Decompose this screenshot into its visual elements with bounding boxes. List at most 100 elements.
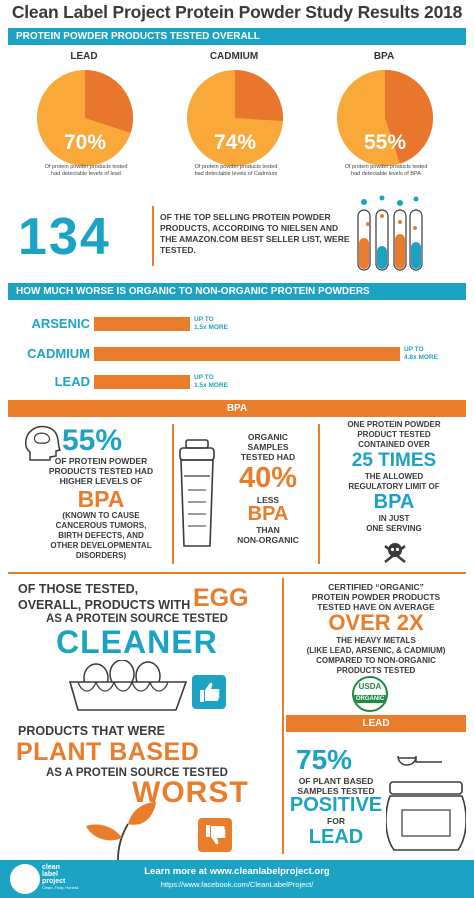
bpa-right-mid: THE ALLOWED REGULATORY LIMIT OF xyxy=(324,472,464,492)
bpa-right-l1: ONE PROTEIN POWDER xyxy=(347,420,441,429)
bpa-middle-l5: THAN xyxy=(256,525,280,535)
bpa-left-note1: (KNOWN TO CAUSE xyxy=(62,511,140,520)
bar-cadmium xyxy=(94,347,400,361)
bpa-right-big2: BPA xyxy=(373,491,415,513)
bpa-right-l5: REGULATORY LIMIT OF xyxy=(348,482,440,491)
bpa-middle-l2: SAMPLES xyxy=(247,442,289,452)
lead-l2: SAMPLES TESTED xyxy=(297,786,375,796)
organic-l7: PRODUCTS TESTED xyxy=(336,666,416,675)
usda-seal-top: USDA xyxy=(358,682,382,691)
bar-note-cadmium: UP TO 4.8x MORE xyxy=(404,346,438,361)
egg-line3: AS A PROTEIN SOURCE TESTED xyxy=(46,613,228,625)
section-header-organic-vs-nonorganic: HOW MUCH WORSE IS ORGANIC TO NON-ORGANIC… xyxy=(8,283,466,300)
bpa-right-bottom: IN JUST ONE SERVING xyxy=(324,514,464,534)
pie-percent-lead: 70% xyxy=(63,131,107,154)
bpa-left-note5: DISORDERS) xyxy=(75,551,127,560)
footer-learn-more-link[interactable]: Learn more at www.cleanlabelproject.org xyxy=(144,866,330,877)
usda-organic-seal: USDA ORGANIC xyxy=(352,676,388,712)
organic-l5: (LIKE LEAD, ARSENIC, & CADMIUM) xyxy=(306,646,446,655)
bar-note-lead-line1: UP TO xyxy=(194,374,214,381)
organic-l2: PROTEIN POWDER PRODUCTS xyxy=(311,592,441,602)
bpa-middle-less: LESS xyxy=(256,495,280,505)
lead-for: FOR xyxy=(327,816,345,826)
bpa-right-l7: ONE SERVING xyxy=(366,524,422,533)
bpa-middle-bottom: THAN NON-ORGANIC xyxy=(222,525,314,545)
bpa-middle-l3: TESTED HAD xyxy=(240,452,296,462)
organic-bottom: THE HEAVY METALS (LIKE LEAD, ARSENIC, & … xyxy=(286,636,466,676)
pie-slice-bpa-remainder xyxy=(385,70,434,164)
section-header-lead: LEAD xyxy=(286,715,466,732)
bpa-right-l3: CONTAINED OVER xyxy=(358,440,430,449)
egg-line1: OF THOSE TESTED, xyxy=(18,582,139,596)
section-header-bpa: BPA xyxy=(8,400,466,417)
section-header-overall: PROTEIN POWDER PRODUCTS TESTED OVERALL xyxy=(8,28,466,45)
bar-label-cadmium: CADMIUM xyxy=(27,346,90,361)
bpa-middle-big: BPA xyxy=(247,503,289,525)
test-tubes-icon xyxy=(357,195,423,271)
skull-crossbones-icon xyxy=(384,543,406,563)
lead-percent: 75% xyxy=(296,744,353,775)
clean-label-logo-icon xyxy=(10,864,40,894)
divider xyxy=(152,206,154,266)
bpa-left-percent: 55% xyxy=(62,424,123,457)
pie-label-lead: LEAD xyxy=(70,51,98,62)
bar-note-cadmium-line2: 4.8x MORE xyxy=(404,353,438,361)
pie-percent-cadmium: 74% xyxy=(213,131,257,154)
footer-facebook-link[interactable]: https://www.facebook.com/CleanLabelProje… xyxy=(160,880,314,889)
thumbs-down-icon xyxy=(198,818,232,852)
bpa-left-note4: OTHER DEVELOPMENTAL xyxy=(50,541,152,550)
egg-cleaner: CLEANER xyxy=(56,624,218,660)
lead-positive: POSITIVE xyxy=(289,794,383,816)
organic-big: OVER 2X xyxy=(328,610,424,635)
logo-line1: clean xyxy=(42,864,60,871)
bar-label-lead: LEAD xyxy=(54,374,90,389)
thumbs-up-icon xyxy=(192,675,226,709)
pie-percent-bpa: 55% xyxy=(363,131,407,154)
bpa-right-l4: THE ALLOWED xyxy=(364,472,424,481)
egg-line2: OVERALL, PRODUCTS WITH xyxy=(18,598,191,612)
bpa-left-note2: CANCEROUS TUMORS, xyxy=(55,521,147,530)
bar-label-arsenic: ARSENIC xyxy=(31,316,90,331)
lead-big: LEAD xyxy=(308,826,364,848)
bpa-left-note: (KNOWN TO CAUSE CANCEROUS TUMORS, BIRTH … xyxy=(32,511,170,561)
pie-slice-cadmium-remainder xyxy=(235,70,283,122)
bar-note-cadmium-line1: UP TO xyxy=(404,346,424,353)
bpa-left-note3: BIRTH DEFECTS, AND xyxy=(58,531,144,540)
bpa-right-l2: PRODUCT TESTED xyxy=(357,430,431,439)
lead-top: OF PLANT BASED SAMPLES TESTED xyxy=(286,776,386,796)
plant-leaves-icon xyxy=(86,802,156,860)
plant-line2: AS A PROTEIN SOURCE TESTED xyxy=(46,767,228,779)
pie-charts xyxy=(37,70,434,166)
tested-count: 134 xyxy=(18,208,111,266)
divider xyxy=(282,578,284,854)
bar-note-arsenic: UP TO 1.5x MORE xyxy=(194,316,228,331)
logo-line3: project xyxy=(42,878,66,885)
organic-l6: COMPARED TO NON-ORGANIC xyxy=(316,656,436,665)
divider xyxy=(8,572,466,574)
egg-carton-icon xyxy=(68,660,188,711)
bpa-left-line2: PRODUCTS TESTED HAD xyxy=(48,466,154,476)
shaker-bottle-icon xyxy=(179,439,215,547)
protein-tub-scoop-icon xyxy=(386,755,466,851)
logo-tagline: Clean. Truly. Honest. xyxy=(42,885,80,890)
footer xyxy=(0,860,474,898)
pie-slice-lead-remainder xyxy=(85,70,133,133)
usda-seal-bottom: ORGANIC xyxy=(354,695,386,703)
bpa-left-text: OF PROTEIN POWDER PRODUCTS TESTED HAD HI… xyxy=(36,456,166,486)
page-title: Clean Label Project Protein Powder Study… xyxy=(11,2,463,22)
bpa-middle-percent: 40% xyxy=(238,462,298,494)
bpa-left-line3: HIGHER LEVELS OF xyxy=(59,476,143,486)
bar-note-lead-line2: 1.5x MORE xyxy=(194,381,228,389)
pie-caption-cadmium: Of protein powder products tested had de… xyxy=(194,164,278,177)
bpa-left-line1: OF PROTEIN POWDER xyxy=(54,456,148,466)
divider xyxy=(172,424,174,564)
bar-lead xyxy=(94,375,190,389)
divider xyxy=(318,424,320,564)
bpa-middle-l6: NON-ORGANIC xyxy=(237,535,299,545)
organic-l3: TESTED HAVE ON AVERAGE xyxy=(317,602,435,612)
bpa-middle-l1: ORGANIC xyxy=(247,432,289,442)
egg-keyword: EGG xyxy=(193,584,249,612)
bpa-right-l6: IN JUST xyxy=(378,514,410,523)
logo-line2: label xyxy=(42,871,58,878)
bpa-left-big: BPA xyxy=(77,486,125,512)
